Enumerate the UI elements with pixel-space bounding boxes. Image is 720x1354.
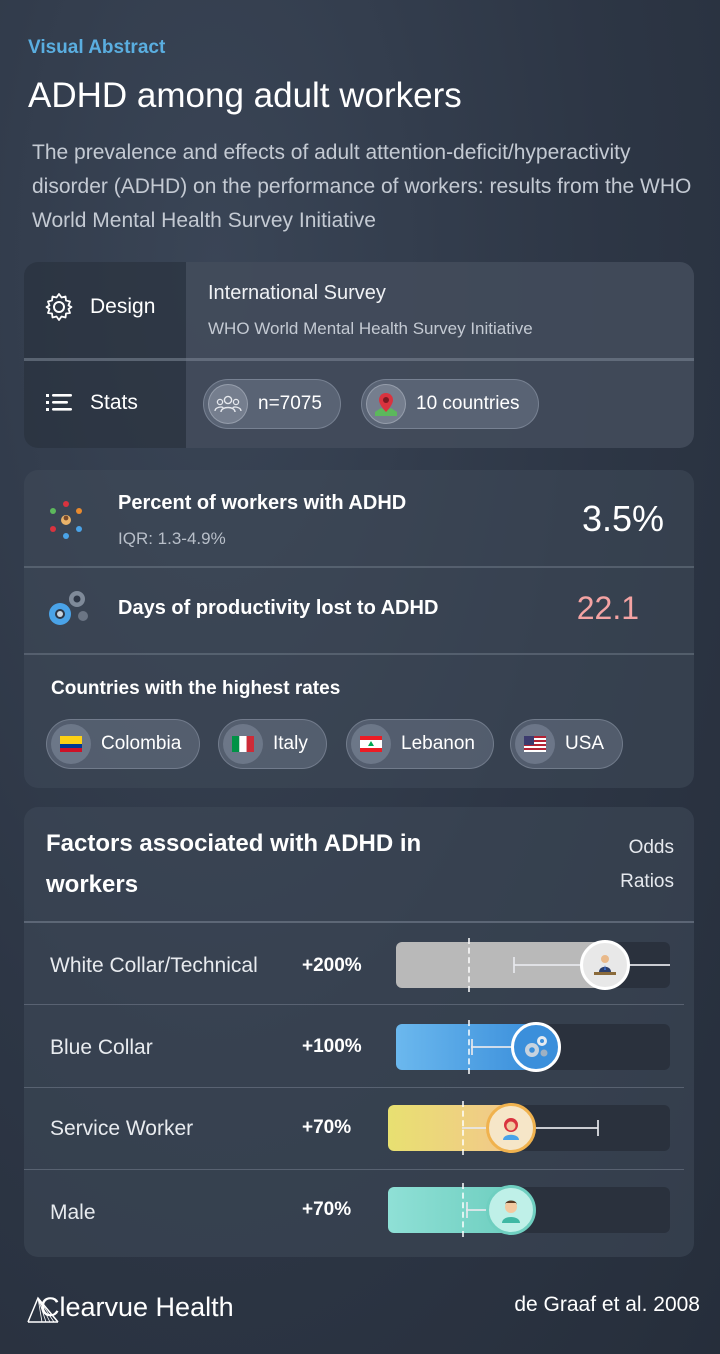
divider — [24, 921, 694, 923]
divider — [24, 358, 694, 361]
kicker: Visual Abstract — [28, 37, 166, 58]
map-pin-icon — [366, 384, 406, 424]
country-name: USA — [565, 733, 605, 754]
days-lost-value: 22.1 — [576, 590, 639, 626]
survey-subtitle: WHO World Mental Health Survey Initiativ… — [208, 319, 533, 338]
row-divider — [24, 1004, 684, 1005]
survey-title: International Survey — [208, 282, 386, 304]
ratios-label: Ratios — [620, 871, 674, 892]
country-name: Lebanon — [401, 733, 475, 754]
colombia-flag-icon — [51, 724, 91, 764]
design-card: Design International Survey WHO World Me… — [24, 262, 694, 448]
ci-cap — [597, 1120, 599, 1136]
ci-cap — [513, 957, 515, 973]
male-avatar-icon — [486, 1185, 536, 1235]
factor-label-male: Male — [50, 1201, 96, 1224]
logo-mark-icon — [27, 1296, 59, 1323]
factor-label-white-collar: White Collar/Technical — [50, 954, 258, 977]
factor-label-blue-collar: Blue Collar — [50, 1036, 153, 1059]
gear-outline-icon — [44, 292, 74, 322]
design-row: Design — [44, 290, 155, 324]
brand-name: Clearvue Health — [40, 1291, 234, 1322]
stats-label: Stats — [90, 391, 138, 414]
factor-bar-service-worker — [388, 1101, 670, 1155]
italy-flag-icon — [223, 724, 263, 764]
row-divider — [24, 1169, 684, 1170]
prevalence-value: 3.5% — [581, 498, 664, 539]
service-worker-icon — [486, 1103, 536, 1153]
prevalence-title: Percent of workers with ADHD — [118, 492, 407, 514]
country-pill-italy: Italy — [218, 719, 327, 769]
reference-line — [468, 938, 470, 992]
people-icon — [208, 384, 248, 424]
usa-flag-icon — [515, 724, 555, 764]
countries-title: Countries with the highest rates — [51, 678, 341, 699]
brand-logo: Clearvue Health — [26, 1290, 234, 1324]
page-title: ADHD among adult workers — [28, 76, 462, 115]
citation: de Graaf et al. 2008 — [514, 1293, 700, 1316]
gears-icon — [44, 586, 90, 637]
country-name: Colombia — [101, 733, 182, 754]
country-name: Italy — [273, 733, 308, 754]
row-divider — [24, 1087, 684, 1088]
factor-pct-male: +70% — [302, 1199, 352, 1220]
stats-row: Stats — [44, 386, 138, 420]
prevalence-iqr: IQR: 1.3-4.9% — [118, 529, 226, 548]
office-worker-icon — [580, 940, 630, 990]
people-network-icon — [46, 500, 86, 545]
divider — [24, 566, 694, 568]
confidence-interval — [466, 1209, 496, 1211]
odds-label: Odds — [628, 837, 674, 858]
factor-bar-white-collar — [396, 938, 670, 992]
factor-pct-white-collar: +200% — [302, 955, 362, 976]
ci-cap — [466, 1202, 468, 1218]
divider — [24, 653, 694, 655]
factors-title: Factors associated with ADHD in workers — [46, 830, 422, 898]
factor-bar-male — [388, 1183, 670, 1237]
country-pill-usa: USA — [510, 719, 624, 769]
list-icon — [44, 388, 74, 418]
sample-size-pill: n=7075 — [203, 379, 341, 429]
country-pill-colombia: Colombia — [46, 719, 201, 769]
factor-label-service-worker: Service Worker — [50, 1117, 194, 1140]
countries-pill: 10 countries — [361, 379, 539, 429]
metrics-card: Percent of workers with ADHD IQR: 1.3-4.… — [24, 470, 694, 788]
gears-worker-icon — [511, 1022, 561, 1072]
lebanon-flag-icon — [351, 724, 391, 764]
confidence-interval — [471, 1046, 531, 1048]
countries-count: 10 countries — [416, 393, 520, 414]
subtitle: The prevalence and effects of adult atte… — [32, 141, 692, 232]
sample-size: n=7075 — [258, 393, 322, 414]
reference-line — [468, 1020, 470, 1074]
reference-line — [462, 1183, 464, 1237]
factor-bar-blue-collar — [396, 1020, 670, 1074]
factors-card: Factors associated with ADHD in workers … — [24, 807, 694, 1257]
country-pill-lebanon: Lebanon — [346, 719, 494, 769]
factor-pct-blue-collar: +100% — [302, 1036, 362, 1057]
ci-cap — [471, 1039, 473, 1055]
factor-pct-service-worker: +70% — [302, 1117, 352, 1138]
days-lost-title: Days of productivity lost to ADHD — [118, 597, 439, 619]
odds-ratios-header: Odds Ratios — [620, 831, 674, 899]
design-label: Design — [90, 295, 156, 318]
